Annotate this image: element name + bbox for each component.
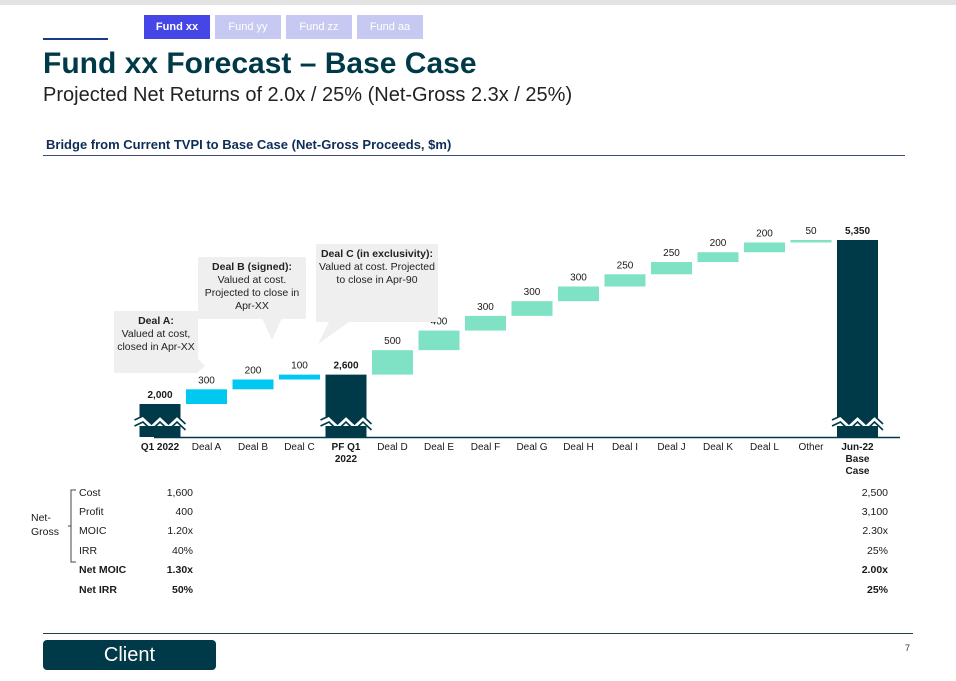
metric-end-irr: 25%	[838, 545, 888, 557]
tick-label-pf-q1-2022-1: 2022	[335, 454, 358, 465]
data-label-deal-i: 250	[617, 260, 634, 271]
data-label-q1-2022: 2,000	[147, 390, 172, 401]
callout-deal-b: Deal B (signed): Valued at cost. Project…	[198, 257, 306, 319]
metric-label-moic: MOIC	[79, 525, 106, 537]
metric-end-moic: 2.30x	[838, 525, 888, 537]
data-label-deal-d: 500	[384, 336, 401, 347]
tick-label-jun-22-base-case-2: Case	[846, 466, 870, 477]
tick-label-deal-d: Deal D	[377, 442, 408, 453]
data-label-jun-22-base-case: 5,350	[845, 226, 870, 237]
tick-label-deal-i: Deal I	[612, 442, 638, 453]
callout-deal-b-text: Valued at cost. Projected to close in Ap…	[205, 274, 300, 312]
bar-other	[791, 240, 832, 242]
callout-deal-a: Deal A: Valued at cost, closed in Apr-XX	[114, 311, 198, 373]
metric-end-cost: 2,500	[838, 487, 888, 499]
callout-deal-a-text: Valued at cost, closed in Apr-XX	[117, 328, 195, 353]
callout-deal-c: Deal C (in exclusivity): Valued at cost.…	[316, 244, 438, 322]
footer-divider	[43, 633, 913, 634]
metric-label-net-irr: Net IRR	[79, 584, 117, 596]
bar-deal-k	[698, 252, 739, 262]
metrics-bracket	[68, 489, 78, 563]
data-label-deal-h: 300	[570, 273, 587, 284]
callout-deal-a-title: Deal A:	[138, 315, 174, 327]
metric-start-cost: 1,600	[143, 487, 193, 499]
metric-end-net-moic: 2.00x	[838, 564, 888, 576]
metric-start-net-irr: 50%	[143, 584, 193, 596]
tick-label-deal-e: Deal E	[424, 442, 454, 453]
bar-pf-q1-2022	[326, 375, 367, 437]
bar-deal-b	[233, 380, 274, 390]
metric-label-net-moic: Net MOIC	[79, 564, 126, 576]
data-label-deal-a: 300	[198, 375, 215, 386]
callout-deal-c-text: Valued at cost. Projected to close in Ap…	[319, 261, 435, 286]
tick-label-deal-c: Deal C	[284, 442, 315, 453]
tick-label-deal-a: Deal A	[192, 442, 222, 453]
tick-label-deal-k: Deal K	[703, 442, 733, 453]
bar-jun-22-base-case	[837, 240, 878, 437]
metric-start-moic: 1.20x	[143, 525, 193, 537]
client-logo: Client	[43, 640, 216, 670]
metric-end-profit: 3,100	[838, 506, 888, 518]
metric-end-net-irr: 25%	[838, 584, 888, 596]
tick-label-jun-22-base-case-1: Base	[846, 454, 870, 465]
page-number: 7	[905, 643, 910, 653]
data-label-deal-l: 200	[756, 228, 773, 239]
data-label-deal-f: 300	[477, 302, 494, 313]
callout-deal-c-title: Deal C (in exclusivity):	[321, 248, 433, 260]
tick-label-deal-b: Deal B	[238, 442, 268, 453]
callout-deal-b-title: Deal B (signed):	[212, 261, 292, 273]
callout-deal-b-pointer	[262, 318, 282, 340]
bar-deal-e	[419, 331, 460, 351]
callout-deal-c-pointer	[318, 320, 352, 344]
tick-label-deal-f: Deal F	[471, 442, 500, 453]
metrics-group-label: Net- Gross	[31, 511, 59, 539]
metric-label-profit: Profit	[79, 506, 104, 518]
bar-deal-h	[558, 287, 599, 302]
tick-label-deal-g: Deal G	[516, 442, 547, 453]
metric-start-profit: 400	[143, 506, 193, 518]
data-label-deal-b: 200	[245, 366, 262, 377]
data-label-deal-k: 200	[710, 238, 727, 249]
tick-label-other: Other	[798, 442, 824, 453]
metric-start-net-moic: 1.30x	[143, 564, 193, 576]
bar-deal-l	[744, 242, 785, 252]
bar-deal-i	[605, 274, 646, 286]
tick-label-pf-q1-2022: PF Q1	[332, 442, 361, 453]
tick-label-q1-2022: Q1 2022	[141, 442, 180, 453]
tick-label-jun-22-base-case: Jun-22	[841, 442, 874, 453]
data-label-other: 50	[805, 226, 817, 237]
bar-deal-d	[372, 350, 413, 374]
tick-label-deal-l: Deal L	[750, 442, 779, 453]
tick-label-deal-j: Deal J	[657, 442, 685, 453]
tick-label-deal-h: Deal H	[563, 442, 594, 453]
waterfall-chart: 2,000 Q1 2022 300 Deal A 200 Deal B 100 Deal C 2…	[0, 0, 956, 500]
data-label-deal-j: 250	[663, 248, 680, 259]
bar-deal-c	[279, 375, 320, 380]
bar-deal-g	[512, 301, 553, 316]
metric-label-irr: IRR	[79, 545, 97, 557]
data-label-deal-g: 300	[524, 287, 541, 298]
bar-deal-f	[465, 316, 506, 331]
bar-deal-a	[186, 389, 227, 404]
data-label-pf-q1-2022: 2,600	[333, 361, 358, 372]
metric-start-irr: 40%	[143, 545, 193, 557]
bar-deal-j	[651, 262, 692, 274]
data-label-deal-c: 100	[291, 361, 308, 372]
metric-label-cost: Cost	[79, 487, 101, 499]
